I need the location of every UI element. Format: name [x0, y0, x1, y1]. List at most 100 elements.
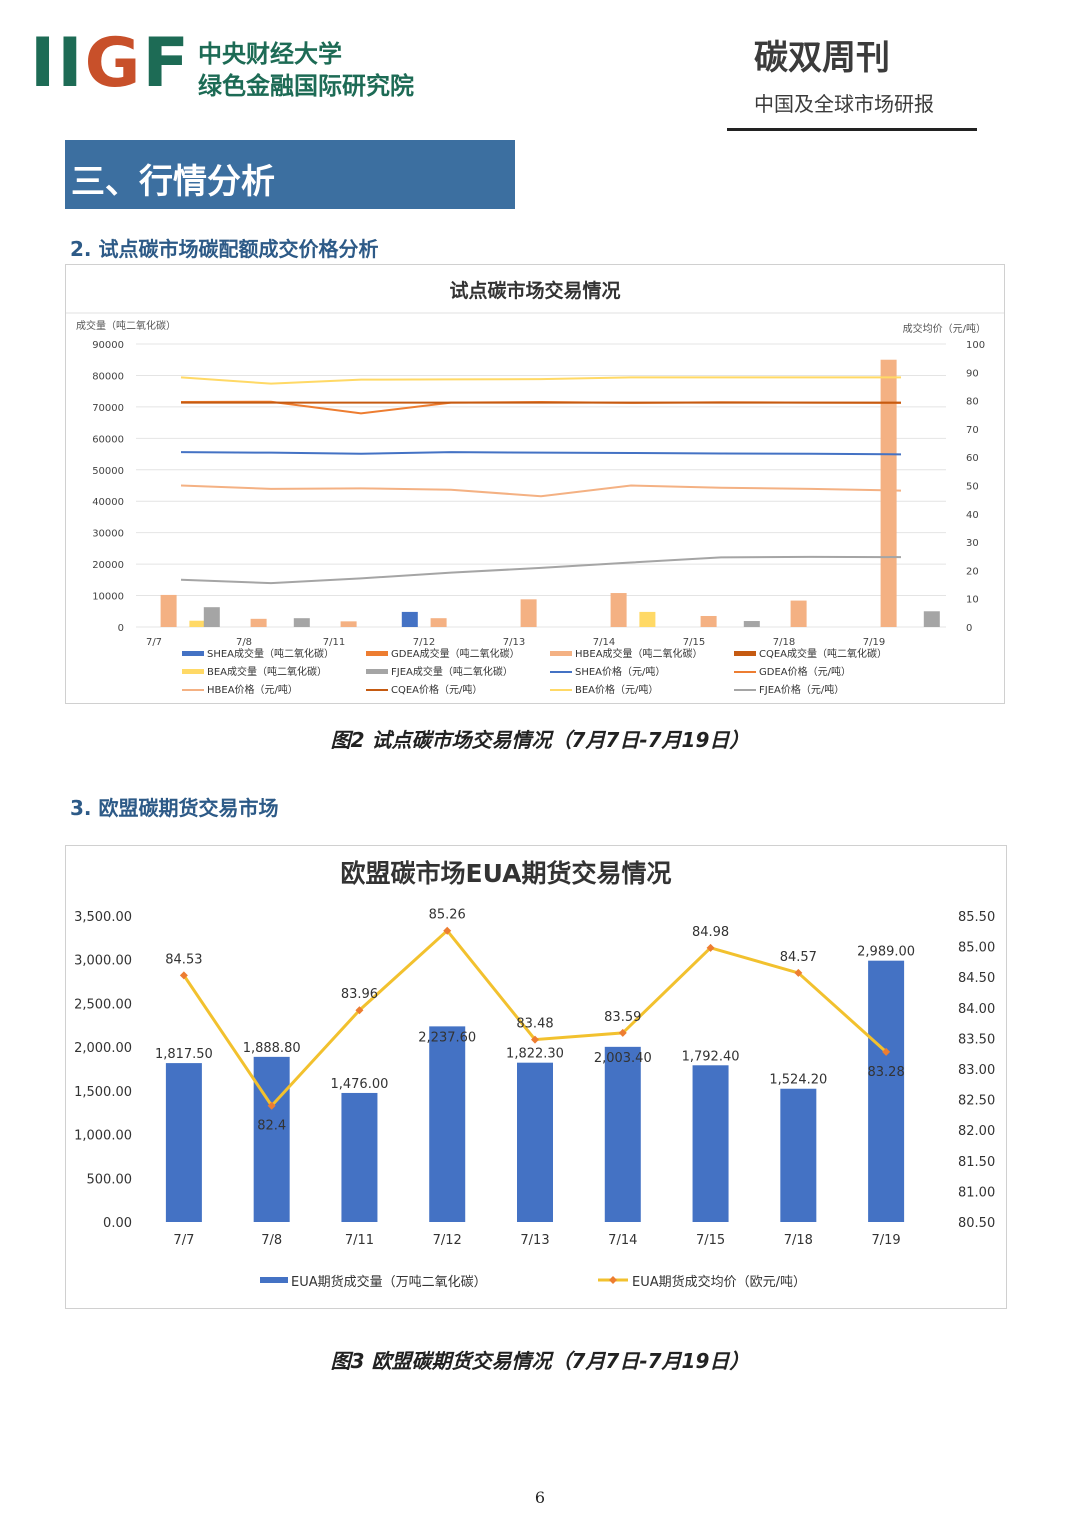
- subsection-title-2: 3. 欧盟碳期货交易市场: [70, 796, 279, 820]
- chart1-series-line: [180, 484, 902, 498]
- chart2-x-tick: 7/19: [872, 1233, 901, 1248]
- chart1-bar: [401, 611, 418, 627]
- chart2-price-marker: [531, 1035, 539, 1044]
- chart1-bar: [340, 621, 357, 627]
- page-number: 6: [534, 1488, 546, 1507]
- chart1-x-tick: 7/11: [323, 637, 345, 648]
- chart1-y-tick: 20000: [92, 560, 124, 571]
- chart2-price-marker: [794, 968, 803, 977]
- chart2-x-tick: 7/14: [608, 1233, 637, 1248]
- chart1-legend-swatch: [366, 651, 388, 656]
- chart2-x-tick: 7/8: [261, 1233, 282, 1248]
- chart1-legend-swatch: [182, 651, 204, 656]
- chart2-price-label: 83.96: [341, 987, 378, 1002]
- chart2-bar: [165, 1063, 202, 1222]
- chart2-bar-label: 1,822.30: [506, 1047, 564, 1062]
- chart1-bar: [189, 620, 206, 627]
- chart2-y2-tick: 85.00: [958, 941, 995, 956]
- chart2-price-marker: [267, 1101, 276, 1110]
- chart1-legend-swatch: [366, 669, 388, 674]
- chart1-legend-label: SHEA价格（元/吨）: [575, 665, 665, 678]
- chart2-x-tick: 7/7: [173, 1233, 194, 1248]
- chart2-price-label: 85.26: [429, 908, 466, 923]
- chart1-y2-tick: 40: [966, 510, 979, 521]
- chart2-y2-tick: 81.00: [958, 1185, 995, 1200]
- chart2-bar: [692, 1065, 729, 1222]
- logo: IIGF: [30, 24, 191, 103]
- chart2-bar-label: 1,888.80: [243, 1041, 301, 1056]
- chart1-legend-swatch: [182, 669, 204, 674]
- chart2-x-tick: 7/13: [520, 1233, 549, 1248]
- chart2-bar: [868, 960, 905, 1222]
- chart2-price-label: 82.4: [257, 1119, 286, 1134]
- chart1-legend-label: SHEA成交量（吨二氧化碳）: [207, 647, 334, 660]
- chart1-y-tick: 10000: [92, 592, 124, 603]
- chart2-bar-label: 1,792.40: [682, 1049, 740, 1064]
- chart2-bar-label: 1,524.20: [769, 1073, 827, 1088]
- chart1-bar: [639, 611, 656, 627]
- chart2-price-marker: [618, 1028, 627, 1037]
- chart1-y2-tick: 0: [966, 623, 972, 634]
- chart1-y-tick: 90000: [92, 340, 124, 351]
- chart1-legend-label: HBEA成交量（吨二氧化碳）: [575, 647, 703, 660]
- org-name-line1: 中央财经大学: [198, 40, 342, 68]
- chart1-bar: [880, 359, 897, 627]
- chart2-x-tick: 7/18: [784, 1233, 813, 1248]
- chart2-y2-tick: 83.00: [958, 1063, 995, 1078]
- chart2-bar-label: 1,476.00: [330, 1077, 388, 1092]
- chart1-bar: [203, 607, 220, 627]
- chart2-price-label: 83.28: [868, 1065, 905, 1080]
- publication-subtitle: 中国及全球市场研报: [754, 92, 934, 116]
- chart2-x-tick: 7/12: [433, 1233, 462, 1248]
- chart2-legend-label-line: EUA期货成交均价（欧元/吨）: [632, 1274, 806, 1290]
- chart2-price-marker: [882, 1047, 891, 1056]
- section-title: 三、行情分析: [71, 162, 275, 202]
- chart1-y-axis-label: 成交量（吨二氧化碳）: [76, 319, 176, 332]
- chart1-title: 试点碳市场交易情况: [449, 279, 620, 302]
- chart1-legend-swatch: [734, 651, 756, 656]
- chart1-legend-label: FJEA成交量（吨二氧化碳）: [391, 665, 513, 678]
- chart-eua-futures: 欧盟碳市场EUA期货交易情况 0.00 500.00 1,000.00 1,500.00…: [65, 845, 1007, 1309]
- chart2-bar: [780, 1088, 817, 1222]
- chart1-y2-tick: 100: [966, 340, 985, 351]
- chart2-price-marker: [443, 926, 452, 935]
- chart1-legend-swatch: [550, 651, 572, 656]
- chart1-y-tick: 50000: [92, 466, 124, 477]
- chart2-bar: [253, 1056, 290, 1222]
- chart1-bar: [430, 618, 447, 627]
- chart1-y2-tick: 30: [966, 538, 979, 549]
- figure-caption-2: 图2 试点碳市场交易情况（7月7日-7月19日）: [330, 728, 750, 752]
- chart1-legend-label: BEA成交量（吨二氧化碳）: [207, 665, 327, 678]
- chart1-x-tick: 7/7: [146, 637, 162, 648]
- chart1-legend-label: GDEA价格（元/吨）: [759, 665, 851, 678]
- chart1-bar: [520, 599, 537, 627]
- chart2-price-marker: [706, 943, 715, 952]
- chart1-y2-tick: 10: [966, 595, 979, 606]
- chart1-y2-tick: 20: [966, 566, 979, 577]
- chart1-bar: [790, 600, 807, 627]
- chart2-price-label: 83.59: [604, 1010, 641, 1025]
- chart1-bar: [293, 618, 310, 627]
- chart2-y-tick: 1,500.00: [74, 1085, 132, 1100]
- chart1-y2-axis-label: 成交均价（元/吨）: [903, 322, 986, 335]
- chart2-bar-label: 1,817.50: [155, 1047, 213, 1062]
- chart2-title: 欧盟碳市场EUA期货交易情况: [341, 859, 672, 888]
- chart2-price-label: 84.57: [780, 950, 817, 965]
- chart1-y2-tick: 50: [966, 482, 979, 493]
- chart1-y2-tick: 60: [966, 453, 979, 464]
- chart2-y-tick: 3,000.00: [74, 954, 132, 969]
- chart1-legend-label: HBEA价格（元/吨）: [207, 683, 298, 696]
- chart1-y-tick: 40000: [92, 497, 124, 508]
- chart2-price-marker: [355, 1006, 364, 1015]
- chart2-bar: [341, 1092, 378, 1222]
- chart1-legend-label: FJEA价格（元/吨）: [759, 683, 844, 696]
- chart1-series-line: [180, 451, 902, 456]
- chart2-y-tick: 500.00: [87, 1172, 133, 1187]
- chart1-x-tick: 7/12: [413, 637, 435, 648]
- chart1-y2-tick: 90: [966, 368, 979, 379]
- subsection-title-1: 2. 试点碳市场碳配额成交价格分析: [70, 237, 379, 261]
- chart1-y-tick: 30000: [92, 529, 124, 540]
- chart2-x-tick: 7/11: [345, 1233, 374, 1248]
- chart1-x-tick: 7/8: [236, 637, 252, 648]
